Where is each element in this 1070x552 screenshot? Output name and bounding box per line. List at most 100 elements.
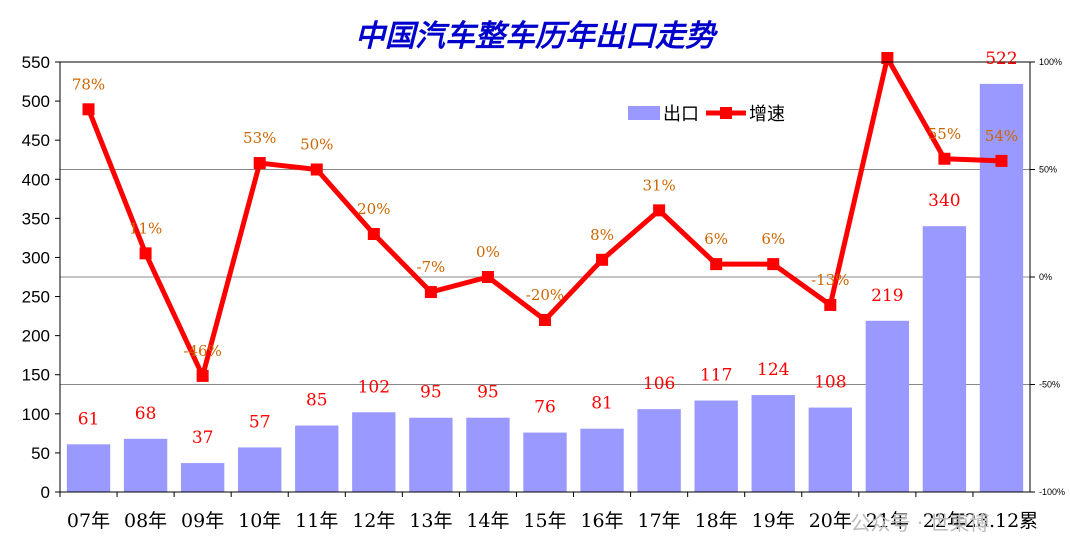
- rate-label-8: -20%: [526, 286, 564, 304]
- growth-point-12: [767, 258, 780, 271]
- growth-point-16: [995, 154, 1008, 167]
- growth-point-1: [139, 247, 152, 260]
- x-tick-label-3: 10年: [238, 510, 281, 532]
- x-tick-label-8: 15年: [523, 510, 566, 532]
- legend-swatch-marker: [720, 107, 732, 119]
- y-tick-label-5: 250: [22, 288, 50, 307]
- bars: [66, 83, 1024, 493]
- bar-label-6: 95: [420, 383, 442, 403]
- y2-tick-label-2: 0%: [1039, 272, 1052, 282]
- bar-label-5: 102: [358, 377, 390, 397]
- y-tick-label-1: 50: [31, 444, 50, 463]
- bar-13: [808, 407, 852, 492]
- x-tick-label-6: 13年: [409, 510, 452, 532]
- x-tick-label-11: 18年: [695, 510, 738, 532]
- bar-9: [580, 428, 624, 492]
- growth-point-6: [424, 286, 437, 299]
- bar-11: [694, 400, 738, 492]
- legend-label-bar: 出口: [663, 104, 699, 125]
- x-tick-label-13: 20年: [809, 510, 852, 532]
- y-tick-label-3: 150: [22, 366, 50, 385]
- bar-label-10: 106: [643, 374, 675, 394]
- growth-point-8: [539, 314, 551, 326]
- bar-label-14: 219: [871, 286, 903, 306]
- x-tick-label-7: 14年: [466, 510, 509, 532]
- rate-label-16: 54%: [985, 127, 1018, 145]
- bar-label-0: 61: [78, 409, 100, 429]
- growth-point-9: [596, 253, 609, 266]
- x-tick-label-2: 09年: [181, 510, 224, 532]
- axes: 0 50 100 150 200 250 300 350 400 450 500 550 -100% -5…: [22, 53, 1065, 532]
- bar-label-2: 37: [192, 428, 214, 448]
- growth-point-0: [82, 103, 95, 116]
- y2-tick-label-4: 100%: [1039, 57, 1062, 67]
- rate-label-0: 78%: [72, 75, 105, 93]
- bar-label-9: 81: [591, 394, 613, 414]
- rate-label-10: 31%: [642, 176, 675, 194]
- growth-point-15: [938, 152, 951, 165]
- rate-label-7: 0%: [476, 243, 500, 261]
- x-tick-label-12: 19年: [752, 510, 795, 532]
- legend-swatch-bar: [628, 106, 660, 120]
- rate-label-6: -7%: [416, 258, 445, 276]
- rate-label-2: -46%: [183, 342, 221, 360]
- watermark: 公众号 · 世東博: [850, 511, 989, 535]
- bar-label-1: 68: [135, 404, 157, 424]
- y2-tick-label-3: 50%: [1039, 165, 1057, 175]
- bar-10: [637, 409, 681, 492]
- y-tick-label-8: 400: [22, 170, 50, 189]
- growth-line: [82, 52, 1008, 382]
- x-tick-label-0: 07年: [67, 510, 110, 532]
- bar-7: [466, 417, 510, 492]
- bar-label-16: 522: [985, 49, 1017, 69]
- bar-label-13: 108: [814, 373, 846, 393]
- bar-15: [922, 226, 967, 492]
- rate-label-15: 55%: [928, 125, 961, 143]
- chart-title: 中国汽车整车历年出口走势: [355, 19, 719, 54]
- bar-label-4: 85: [306, 391, 328, 411]
- bar-label-11: 117: [700, 366, 732, 386]
- y-tick-label-11: 550: [22, 53, 50, 72]
- bar-label-15: 340: [928, 191, 960, 211]
- bar-8: [523, 432, 567, 492]
- growth-point-13: [824, 298, 837, 311]
- bar-label-7: 95: [477, 383, 499, 403]
- growth-point-14: [881, 52, 894, 64]
- bar-label-12: 124: [757, 360, 789, 380]
- bar-0: [66, 444, 111, 492]
- rate-label-4: 50%: [300, 136, 333, 154]
- bar-label-8: 76: [534, 398, 556, 418]
- growth-point-4: [310, 163, 323, 176]
- growth-point-5: [367, 228, 380, 240]
- growth-point-3: [253, 157, 266, 170]
- rate-label-12: 6%: [761, 230, 785, 248]
- rate-label-9: 8%: [590, 226, 614, 244]
- bar-6: [409, 417, 453, 492]
- y-tick-label-4: 200: [22, 327, 50, 346]
- rate-label-1: 11%: [129, 219, 162, 237]
- growth-polyline: [86, 55, 1002, 379]
- rate-label-3: 53%: [243, 129, 276, 147]
- bar-1: [123, 438, 168, 492]
- x-tick-label-4: 11年: [295, 510, 338, 532]
- rate-label-13: -13%: [811, 271, 849, 289]
- bar-16: [979, 83, 1024, 493]
- rate-label-5: 20%: [357, 200, 390, 218]
- bar-5: [352, 412, 396, 492]
- x-tick-label-16: 23.12累: [965, 510, 1038, 532]
- legend-label-line: 增速: [749, 104, 785, 125]
- x-tick-label-5: 12年: [352, 510, 395, 532]
- rate-label-11: 6%: [704, 230, 728, 248]
- y-tick-label-0: 0: [41, 483, 50, 502]
- y-tick-label-7: 350: [22, 209, 50, 228]
- growth-point-2: [196, 369, 209, 382]
- y2-tick-label-0: -100%: [1039, 487, 1065, 497]
- y-tick-label-2: 100: [22, 405, 50, 424]
- bar-4: [295, 425, 339, 492]
- data-labels: 61 68 37 57 85 102 95 95 76 81 106 117 124 108 219 340 5…: [72, 49, 1018, 448]
- x-tick-label-1: 08年: [124, 510, 167, 532]
- growth-point-7: [481, 271, 494, 283]
- legend: 出口 增速: [628, 104, 785, 125]
- bar-label-3: 57: [249, 412, 271, 432]
